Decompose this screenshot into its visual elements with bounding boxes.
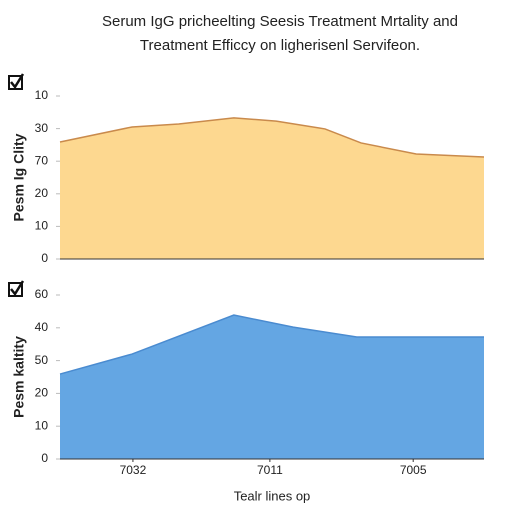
y-axis-label: Pesm kaltity (11, 336, 27, 418)
checkbox-icon (8, 73, 25, 90)
checkbox-icon (8, 280, 25, 297)
y-tick-label: 0 (41, 251, 48, 265)
y-axis-label: Pesm Ig Clity (11, 133, 27, 221)
x-tick-label: 7005 (400, 463, 427, 477)
x-tick-label: 7011 (257, 463, 283, 477)
y-tick-label: 30 (35, 121, 49, 135)
area (60, 315, 484, 459)
line (59, 314, 484, 375)
y-tick-label: 10 (35, 219, 49, 233)
x-axis-label: Tealr lines op (234, 488, 311, 503)
chart-title: Treatment Efficcy on ligherisenl Servife… (140, 37, 420, 54)
x-tick-label: 7032 (120, 463, 147, 477)
y-tick-label: 50 (35, 353, 49, 367)
y-tick-label: 60 (35, 287, 49, 301)
y-tick-label: 10 (35, 418, 49, 432)
y-tick-label: 20 (35, 386, 49, 400)
y-tick-label: 70 (35, 153, 49, 167)
area (60, 117, 484, 259)
y-tick-label: 10 (35, 88, 49, 102)
chart-title: Serum IgG pricheelting Seesis Treatment … (102, 13, 458, 30)
y-tick-label: 20 (35, 186, 49, 200)
line (59, 117, 485, 158)
y-tick-label: 40 (35, 320, 49, 334)
y-tick-label: 0 (41, 451, 48, 465)
